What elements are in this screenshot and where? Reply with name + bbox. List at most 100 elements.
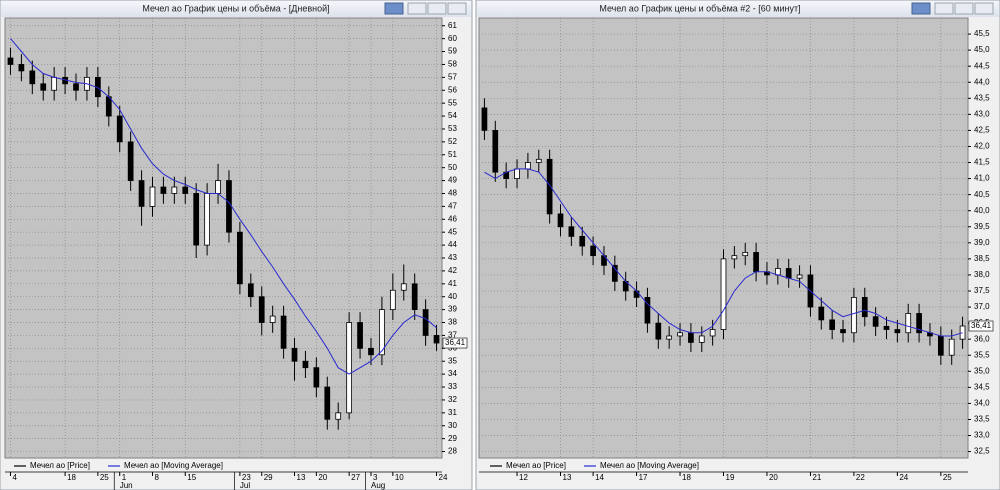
- y-tick-label: 34,0: [974, 399, 990, 408]
- y-tick-label: 36,0: [974, 334, 990, 343]
- candle-body: [894, 329, 901, 334]
- candle-body: [357, 322, 363, 349]
- y-tick-label: 35,0: [974, 366, 990, 375]
- y-tick-label: 33,5: [974, 415, 990, 424]
- candle-body: [568, 226, 575, 237]
- y-tick-label: 45,5: [974, 29, 990, 38]
- x-tick-label: 21: [812, 473, 821, 482]
- last-price-label: 36,41: [445, 338, 466, 347]
- y-tick-label: 45: [448, 227, 457, 236]
- y-tick-label: 40,0: [974, 206, 990, 215]
- x-tick-label: 4: [12, 473, 17, 482]
- maximize-button[interactable]: [954, 2, 974, 15]
- x-tick-label: 18: [682, 473, 691, 482]
- candle-body: [840, 329, 846, 334]
- candle-body: [818, 306, 825, 321]
- y-tick-label: 41: [448, 279, 457, 288]
- candle-body: [237, 231, 243, 285]
- pin-button[interactable]: [384, 2, 404, 15]
- y-tick-label: 41,5: [974, 158, 990, 167]
- x-tick-label: 22: [856, 473, 865, 482]
- candle-body: [422, 309, 429, 336]
- candle-body: [666, 335, 673, 340]
- y-tick-label: 35: [448, 356, 457, 365]
- candle-body: [688, 332, 694, 343]
- y-tick-label: 46: [448, 214, 457, 223]
- candle-body: [937, 335, 944, 356]
- y-tick-label: 38,5: [974, 254, 990, 263]
- candle-body: [379, 309, 385, 356]
- last-price-label: 36,41: [971, 321, 992, 330]
- candle-body: [590, 245, 596, 257]
- candle-body: [182, 186, 189, 194]
- y-tick-label: 38: [448, 318, 457, 327]
- candle-body: [160, 186, 167, 194]
- candle-body: [644, 297, 651, 324]
- minimize-button[interactable]: [407, 2, 427, 15]
- candle-body: [633, 290, 640, 298]
- y-tick-label: 42,0: [974, 142, 990, 151]
- candle-body: [861, 297, 868, 318]
- candle-body: [269, 315, 276, 323]
- x-tick-label: 27: [351, 473, 360, 482]
- title-bar: [477, 1, 999, 17]
- candle-body: [116, 115, 123, 143]
- x-tick-label: 17: [639, 473, 648, 482]
- candle-body: [514, 168, 520, 179]
- y-tick-label: 31: [448, 408, 457, 417]
- candle-body: [916, 313, 922, 334]
- y-tick-label: 28: [448, 447, 457, 456]
- y-tick-label: 51: [448, 150, 457, 159]
- x-tick-label: 10: [395, 473, 404, 482]
- y-tick-label: 44: [448, 240, 457, 249]
- minimize-button[interactable]: [934, 2, 954, 15]
- candle-body: [905, 313, 912, 334]
- y-tick-label: 41,0: [974, 174, 990, 183]
- y-tick-label: 33: [448, 382, 457, 391]
- x-tick-label: 24: [439, 473, 448, 482]
- candle-body: [883, 325, 890, 330]
- candle-body: [368, 347, 374, 356]
- candle-body: [51, 76, 58, 91]
- candle-body: [324, 386, 331, 420]
- y-tick-label: 32: [448, 395, 457, 404]
- y-tick-label: 37,0: [974, 302, 990, 311]
- x-tick-label: 20: [318, 473, 327, 482]
- candle-body: [481, 107, 488, 131]
- candle-body: [171, 186, 178, 194]
- y-tick-label: 42,5: [974, 126, 990, 135]
- candle-body: [785, 268, 792, 279]
- x-tick-label: 12: [519, 473, 528, 482]
- y-tick-label: 48: [448, 189, 457, 198]
- window-title: Мечел ао График цены и объёма - [Дневной…: [142, 3, 329, 13]
- moving-average-line: [484, 168, 963, 337]
- y-tick-label: 50: [448, 163, 457, 172]
- y-tick-label: 32,5: [974, 447, 990, 456]
- x-tick-label: 24: [899, 473, 908, 482]
- candle-body: [535, 158, 542, 163]
- y-tick-label: 49: [448, 176, 457, 185]
- x-tick-label: 23: [242, 473, 251, 482]
- y-tick-label: 43,0: [974, 109, 990, 118]
- candle-body: [346, 322, 352, 414]
- candle-body: [193, 193, 200, 246]
- candle-body: [829, 319, 836, 330]
- close-button[interactable]: [974, 2, 994, 15]
- maximize-button[interactable]: [427, 2, 447, 15]
- y-tick-label: 42: [448, 266, 457, 275]
- last-price-box: [442, 337, 468, 349]
- candle-body: [40, 83, 47, 91]
- candle-body: [411, 283, 418, 311]
- candle-body: [226, 180, 232, 233]
- candle-body: [215, 180, 221, 194]
- close-button[interactable]: [447, 2, 467, 15]
- y-tick-label: 37,5: [974, 286, 990, 295]
- window-buttons[interactable]: [384, 2, 994, 15]
- y-tick-label: 43: [448, 253, 457, 262]
- pin-button[interactable]: [911, 2, 931, 15]
- y-tick-label: 54: [448, 111, 457, 120]
- x-tick-label: 8: [154, 473, 159, 482]
- y-tick-label: 61: [448, 21, 457, 30]
- candle-body: [105, 96, 112, 117]
- x-tick-label: 3: [373, 473, 378, 482]
